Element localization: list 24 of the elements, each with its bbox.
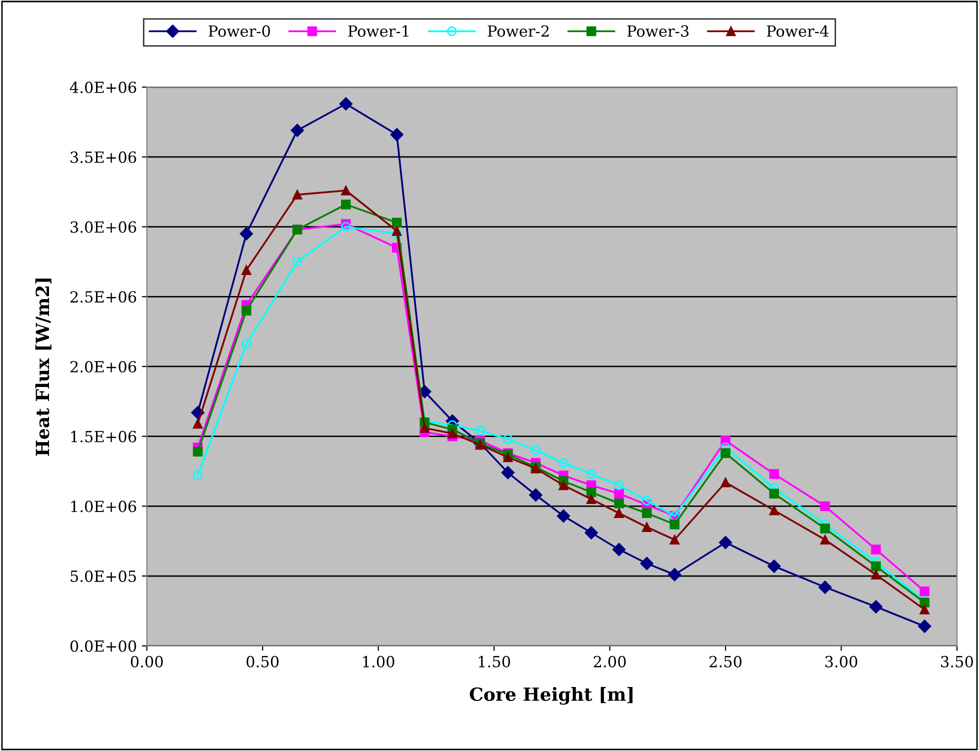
y-axis-title: Heat Flux [W/m2] <box>35 278 52 456</box>
y-tick-label: 0.0E+00 <box>70 640 136 652</box>
legend-label: Power-1 <box>348 25 408 37</box>
y-tick-label: 4.0E+06 <box>70 82 136 94</box>
x-tick-label: 3.00 <box>825 656 858 668</box>
x-tick-label: 2.00 <box>594 656 626 668</box>
x-tick-label: 1.50 <box>478 656 510 668</box>
y-tick-label: 1.0E+06 <box>71 500 136 512</box>
y-tick-label: 2.0E+06 <box>70 360 136 373</box>
y-tick-label: 3.5E+06 <box>70 151 136 163</box>
y-tick-label: 5.0E+05 <box>70 570 136 582</box>
legend-label: Power-3 <box>627 25 689 37</box>
legend-label: Power-0 <box>208 25 270 37</box>
x-tick-label: 3.50 <box>941 656 973 668</box>
y-tick-label: 3.0E+06 <box>70 221 136 233</box>
x-tick-label: 1.00 <box>363 656 394 668</box>
legend-label: Power-2 <box>488 25 549 37</box>
x-axis-title: Core Height [m] <box>470 687 632 705</box>
x-tick-label: 2.50 <box>710 656 742 668</box>
y-tick-label: 1.5E+06 <box>71 430 136 442</box>
y-tick-label: 2.5E+06 <box>70 291 136 303</box>
x-tick-label: 0.50 <box>246 656 279 668</box>
x-tick-label: 0.00 <box>130 656 163 668</box>
legend-label: Power-4 <box>766 25 828 37</box>
